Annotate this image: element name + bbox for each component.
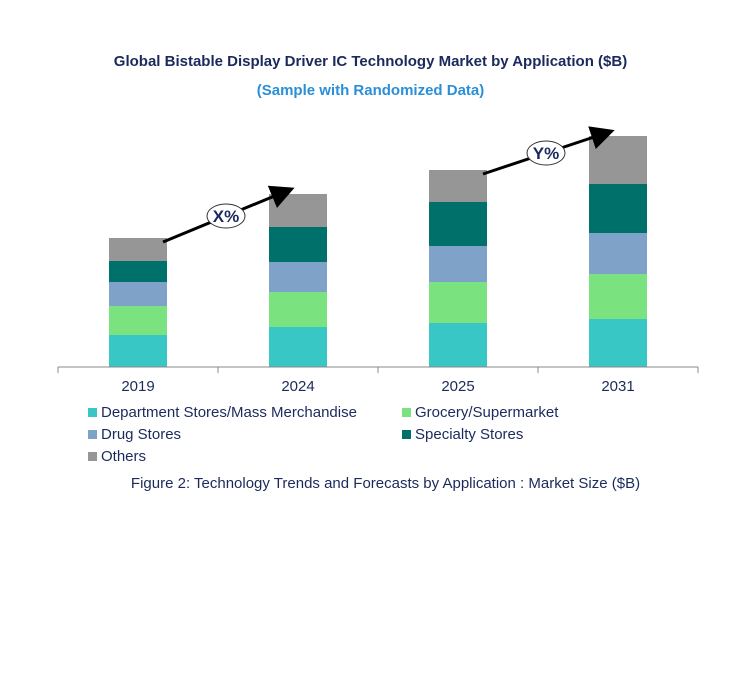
- bar-segment-2019-department-stores-mass-merchandise: [109, 335, 167, 367]
- figure-caption: Figure 2: Technology Trends and Forecast…: [130, 475, 641, 492]
- legend-label: Others: [101, 448, 147, 465]
- bar-segment-2024-specialty-stores: [269, 227, 327, 262]
- growth-label: X%: [213, 207, 239, 226]
- x-tick-label: 2024: [281, 378, 314, 395]
- growth-bubble: [206, 203, 246, 229]
- x-tick-label: 2019: [121, 378, 154, 395]
- bar-segment-2031-specialty-stores: [589, 184, 647, 233]
- bar-segment-2019-specialty-stores: [109, 261, 167, 282]
- chart-title: Global Bistable Display Driver IC Techno…: [113, 53, 628, 70]
- legend-label: Grocery/Supermarket: [415, 404, 559, 421]
- legend-label: Department Stores/Mass Merchandise: [101, 404, 357, 421]
- bar-segment-2031-grocery-supermarket: [589, 274, 647, 319]
- bar-segment-2024-others: [269, 194, 327, 227]
- legend-swatch: [402, 430, 411, 439]
- growth-bubble: [526, 140, 566, 166]
- bar-segment-2031-department-stores-mass-merchandise: [589, 319, 647, 367]
- bar-segment-2019-drug-stores: [109, 282, 167, 306]
- legend-item: Others: [88, 448, 146, 465]
- bar-segment-2025-department-stores-mass-merchandise: [429, 323, 487, 367]
- bar-segment-2025-grocery-supermarket: [429, 282, 487, 323]
- bar-segment-2024-grocery-supermarket: [269, 292, 327, 327]
- bar-segment-2025-specialty-stores: [429, 202, 487, 246]
- bar-segment-2019-others: [109, 238, 167, 261]
- bar-segment-2031-others: [589, 136, 647, 184]
- growth-label: Y%: [533, 144, 559, 163]
- legend-swatch: [88, 408, 97, 417]
- bar-segment-2019-grocery-supermarket: [109, 306, 167, 335]
- legend-item: Drug Stores: [88, 426, 181, 443]
- chart-subtitle: (Sample with Randomized Data): [256, 82, 485, 99]
- legend-item: Department Stores/Mass Merchandise: [88, 404, 357, 421]
- bar-segment-2024-department-stores-mass-merchandise: [269, 327, 327, 367]
- x-tick-label: 2031: [601, 378, 634, 395]
- legend-item: Specialty Stores: [402, 426, 523, 443]
- bar-segment-2025-others: [429, 170, 487, 202]
- bar-segment-2024-drug-stores: [269, 262, 327, 292]
- legend-swatch: [402, 408, 411, 417]
- bar-segment-2031-drug-stores: [589, 233, 647, 274]
- legend-swatch: [88, 452, 97, 461]
- legend-item: Grocery/Supermarket: [402, 404, 558, 421]
- legend-label: Drug Stores: [101, 426, 182, 443]
- legend-swatch: [88, 430, 97, 439]
- x-tick-label: 2025: [441, 378, 474, 395]
- bar-segment-2025-drug-stores: [429, 246, 487, 282]
- legend-label: Specialty Stores: [415, 426, 524, 443]
